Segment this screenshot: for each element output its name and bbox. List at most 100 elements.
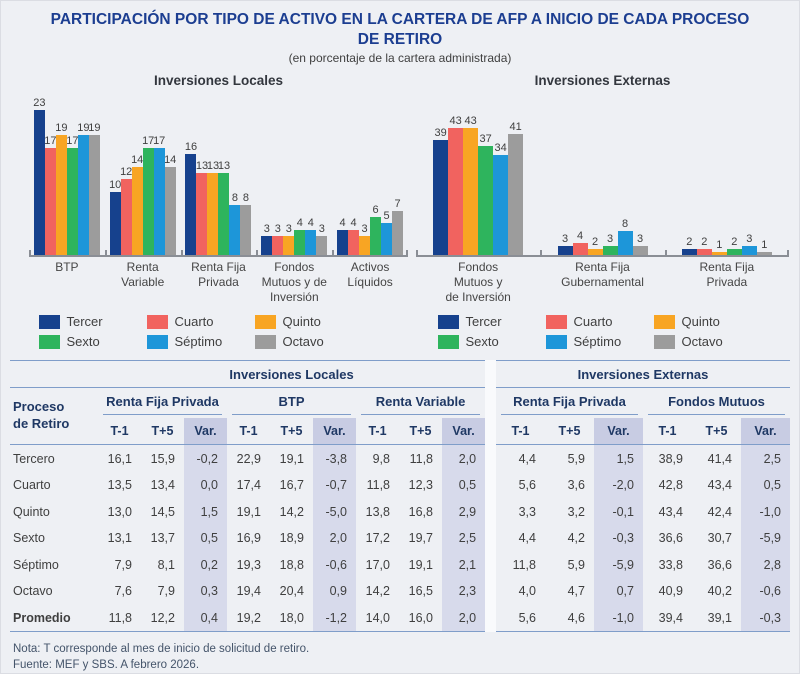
table-cell: -0,7	[313, 471, 356, 499]
legend-label: Séptimo	[573, 334, 622, 350]
bar-septimo	[741, 246, 757, 256]
footnotes: Nota: T corresponde al mes de inicio de …	[13, 641, 787, 673]
bar-wrap: 4	[305, 217, 317, 256]
table-group-header-label: Renta Fija Privada	[103, 392, 222, 415]
bar-tercer	[337, 230, 349, 256]
table-cell: 20,4	[279, 584, 304, 599]
table-cell: 0,4	[184, 604, 227, 632]
plot-area-locales: 23 17 19 17 19 19 BTP 10 12 14 17 17 14 Renta Variabl…	[29, 93, 408, 305]
table-cell: 2,0	[313, 524, 356, 552]
table-cell: 11,8	[512, 557, 536, 572]
bar-tercer	[185, 154, 197, 256]
chart-title-locales: Inversiones Locales	[153, 73, 284, 89]
legend-label: Cuarto	[174, 314, 214, 330]
table-cell: 17,4	[236, 478, 261, 493]
legend-swatch	[38, 334, 60, 349]
footnote-nota: Nota: T corresponde al mes de inicio de …	[13, 642, 310, 655]
bar-value-label: 17	[153, 135, 166, 148]
bar-tercer	[109, 192, 121, 256]
bar-value-label: 3	[606, 233, 614, 246]
bar-wrap: 4	[294, 217, 306, 256]
bar-value-label: 41	[509, 121, 522, 134]
bar-value-label: 5	[383, 210, 390, 223]
bar-value-label: 19	[55, 122, 68, 135]
bar-group-renta-fija-gubernamental: 3 4 2 3 8 3 Renta Fija Gubernamental	[540, 93, 665, 305]
table-cell: 13,8	[365, 504, 390, 519]
table-cell: -5,9	[593, 551, 643, 578]
bar-group-activos-liquidos: 4 4 3 6 5 7 Activos Líquidos	[332, 93, 408, 305]
legend-item-tercer: Tercer	[437, 314, 546, 329]
table-cell: 2,9	[442, 498, 486, 525]
bar-cuarto	[448, 128, 464, 256]
legend-label: Quinto	[282, 314, 321, 330]
table-cell: 7,9	[114, 557, 132, 572]
bar-tercer	[33, 110, 45, 256]
bar-wrap: 17	[44, 135, 57, 256]
table-cell: 14,5	[150, 504, 175, 519]
table-subheader-t-1: T-1	[227, 418, 270, 446]
bar-group-btp: 23 17 19 17 19 19 BTP	[29, 93, 105, 305]
bar-wrap: 3	[316, 223, 328, 256]
table-cell: 12,2	[141, 604, 184, 632]
bar-octavo	[632, 246, 648, 256]
category-label: Renta Fija Privada	[191, 260, 246, 290]
legend-item-sexto: Sexto	[437, 334, 546, 349]
bar-wrap: 3	[557, 233, 573, 256]
bar-value-label: 4	[296, 217, 303, 230]
bar-group-renta-fija-privada: 16 13 13 13 8 8 Renta Fija Privada	[180, 93, 257, 305]
table-cell: 0,9	[313, 577, 356, 605]
table-cell: 8,1	[157, 557, 175, 572]
bar-wrap: 4	[337, 217, 349, 256]
chart-inversiones-locales: Inversiones Locales 23 17 19 17 19 19 BTP 10 12 1…	[29, 73, 408, 305]
table-cell: -5,0	[313, 498, 356, 525]
bar-value-label: 17	[66, 135, 79, 148]
bar-value-label: 37	[479, 133, 492, 146]
category-label: Renta Fija Privada	[699, 260, 755, 290]
table-subheader-var: Var.	[313, 418, 356, 446]
bar-value-label: 13	[195, 160, 209, 173]
bar-group-renta-variable: 10 12 14 17 17 14 Renta Variable	[104, 93, 181, 305]
table-cell: 36,6	[707, 557, 732, 572]
table-cell: 19,1	[279, 451, 304, 466]
table-cell: 0,5	[184, 524, 227, 552]
bar-value-label: 4	[339, 217, 346, 230]
table-row-promedio: 5,6 4,6 -1,0 39,4 39,1 -0,3	[495, 604, 790, 632]
legend-label: Octavo	[282, 334, 324, 350]
bar-value-label: 3	[746, 233, 753, 246]
bar-group-fondos-mutuos-y-de-inversion: 39 43 43 37 34 41 Fondos Mutuos y de Inversión	[415, 93, 541, 305]
table-cell: 11,8	[98, 604, 141, 632]
bar-wrap: 13	[218, 160, 230, 256]
table-cell: 0,5	[740, 471, 790, 499]
bar-value-label: 16	[184, 141, 198, 154]
bar-cluster: 39 43 43 37 34 41	[415, 93, 541, 258]
legend-item-septimo: Séptimo	[545, 334, 654, 350]
table-cell: -0,3	[593, 524, 643, 552]
bar-wrap: 8	[617, 218, 633, 256]
bar-quinto	[283, 236, 295, 256]
table-cell: -1,0	[740, 498, 790, 525]
table-cell: 13,5	[107, 478, 132, 493]
bar-wrap: 39	[433, 127, 449, 256]
table-row-cuarto: 5,6 3,6 -2,0 42,8 43,4 0,5	[496, 471, 790, 499]
bar-cluster: 10 12 14 17 17 14	[104, 93, 181, 258]
bar-sexto	[726, 249, 742, 256]
table-cell: 16,1	[107, 451, 132, 466]
table-cell: 2,5	[442, 524, 486, 552]
table-cell: -2,0	[593, 471, 643, 499]
bar-value-label: 17	[142, 135, 155, 148]
table-subheader-row: T-1 T+5 Var. T-1 T+5 Var.	[495, 418, 790, 446]
table-group-header-fondos-mutuos: Fondos Mutuos	[643, 388, 790, 419]
bar-septimo	[493, 155, 509, 256]
table-cell: 19,7	[408, 531, 433, 546]
table-group-row: Renta Fija Privada Fondos Mutuos	[496, 388, 790, 419]
table-row-septimo: 11,8 5,9 -5,9 33,8 36,6 2,8	[496, 551, 790, 578]
bar-value-label: 2	[701, 236, 708, 249]
bar-value-label: 17	[44, 135, 57, 148]
table-cell: -0,3	[740, 604, 790, 632]
bar-value-label: 12	[120, 166, 133, 179]
bar-value-label: 43	[449, 115, 462, 128]
charts-row: Inversiones Locales 23 17 19 17 19 19 BTP 10 12 1…	[1, 73, 799, 305]
table-subheader-t-5: T+5	[544, 418, 594, 446]
